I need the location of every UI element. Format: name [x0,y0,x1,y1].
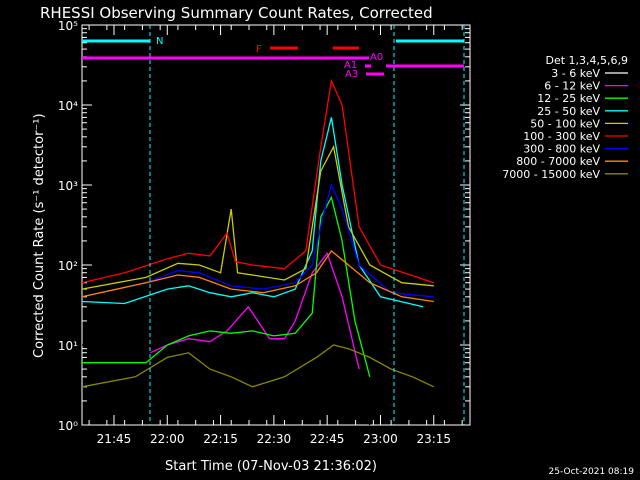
legend-entry-label: 3 - 6 keV [551,67,600,80]
x-tick-label: 22:30 [257,432,292,446]
plot-frame [81,24,471,426]
legend-entry-label: 800 - 7000 keV [516,155,600,168]
axes: 10⁰ 10¹ 10² 10³ 10⁴ 10⁵ 21:45 22:00 22:15 22:30 22… [58,19,471,446]
series-line-8 [81,344,435,388]
x-tick-label: 21:45 [97,432,132,446]
chart-title: RHESSI Observing Summary Count Rates, Co… [40,4,433,22]
series-group [81,78,435,426]
series-line-1 [149,251,360,370]
series-line-5 [81,78,435,284]
legend-title: Det 1,3,4,5,6,9 [545,54,628,67]
series-line-2 [82,195,371,377]
series-line-7 [81,249,434,303]
y-tick-label: 10⁴ [58,99,78,113]
y-tick-label: 10¹ [58,339,78,353]
y-tick-label: 10⁵ [58,19,78,33]
x-tick-label: 22:15 [203,432,238,446]
y-tick-label: 10² [58,259,78,273]
x-axis-label: Start Time (07-Nov-03 21:36:02) [165,459,377,474]
flag-label-n: N [156,36,163,47]
flag-label-f: F [256,44,262,55]
y-tick-label: 10⁰ [58,419,78,433]
x-tick-label: 22:45 [310,432,345,446]
x-tick-label: 23:15 [416,432,451,446]
flag-label-a1: A1 [344,60,357,71]
series-line-6 [81,183,434,298]
series-line-0 [82,264,371,426]
flag-label-a0: A0 [370,52,383,63]
legend-entry-label: 12 - 25 keV [537,92,600,105]
series-line-4 [81,144,434,290]
timestamp: 25-Oct-2021 08:19 [549,467,635,477]
legend-entry-label: 100 - 300 keV [523,130,600,143]
legend-entry-label: 300 - 800 keV [523,143,600,156]
series-line-3 [81,117,424,308]
y-tick-label: 10³ [58,179,78,193]
legend-entry-label: 25 - 50 keV [537,105,600,118]
x-tick-label: 23:00 [363,432,398,446]
flag-label-a3: A3 [345,69,358,80]
legend-entry-label: 50 - 100 keV [530,117,600,130]
y-axis-label: Corrected Count Rate (s⁻¹ detector⁻¹) [32,113,47,358]
legend-entry-label: 7000 - 15000 keV [502,168,600,181]
legend-entry-label: 6 - 12 keV [544,80,600,93]
x-tick-label: 22:00 [150,432,185,446]
